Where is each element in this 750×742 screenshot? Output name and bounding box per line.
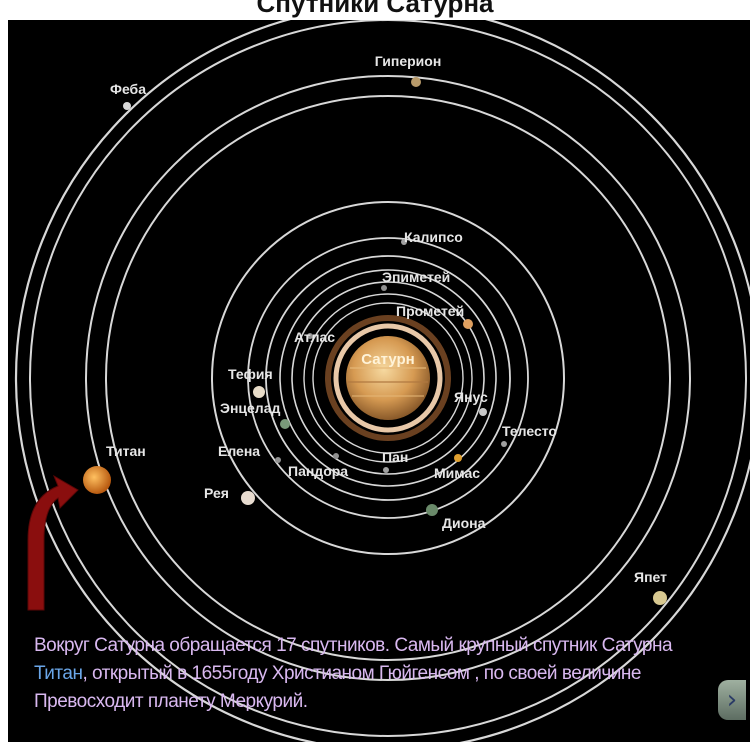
label-reya: Рея — [204, 485, 229, 501]
saturn-ring-inner — [333, 323, 443, 433]
orbit-diagram-stage: Сатурн Гиперион Феба Кал — [8, 20, 750, 742]
moon-telesto — [501, 441, 507, 447]
moon-yapet — [653, 591, 667, 605]
orbit-feba — [29, 20, 747, 737]
orbit-diagram: Сатурн Гиперион Феба Кал — [15, 20, 750, 742]
moon-titan — [83, 466, 111, 494]
label-yapet: Япет — [634, 569, 667, 585]
label-giperion: Гиперион — [375, 53, 442, 69]
titan-arrow — [27, 474, 79, 611]
label-entselad: Энцелад — [220, 400, 280, 416]
saturn-planet — [346, 336, 430, 420]
label-pandora: Пандора — [288, 463, 348, 479]
moon-tefiya — [253, 386, 265, 398]
orbit-titan — [105, 95, 671, 661]
moon-entselad — [280, 419, 290, 429]
orbit-lines — [15, 20, 750, 742]
moon-kalipso — [401, 239, 407, 245]
orbit-mimas — [291, 281, 485, 475]
orbit-tefiya — [265, 255, 511, 501]
page-title: Спутники Сатурна — [256, 0, 494, 18]
caption-text: Вокруг Сатурна обращается 17 спутников. … — [34, 632, 724, 716]
next-slide-button[interactable]: › — [718, 680, 746, 720]
label-prometei: Прометей — [396, 303, 464, 319]
saturn: Сатурн — [325, 315, 451, 441]
label-kalipso: Калипсо — [404, 229, 463, 245]
moon-elena — [275, 457, 281, 463]
moon-reya — [241, 491, 255, 505]
label-feba: Феба — [110, 81, 146, 97]
label-yanus: Янус — [454, 389, 488, 405]
label-diona: Диона — [442, 515, 486, 531]
label-pan: Пан — [382, 449, 408, 465]
label-atlas: Атлас — [294, 329, 335, 345]
orbit-diona — [247, 237, 529, 519]
moon-diona — [426, 504, 438, 516]
label-elena: Елена — [218, 443, 260, 459]
orbit-giperion — [85, 75, 691, 681]
moon-yanus — [479, 408, 487, 416]
caption-part2: , открытый в 1655году Христианом Гюйгенс… — [34, 663, 641, 712]
caption-highlight: Титан — [34, 663, 83, 684]
moon-prometei — [463, 319, 473, 329]
caption-part1: Вокруг Сатурна обращается 17 спутников. … — [34, 635, 673, 656]
orbit-entselad — [279, 269, 497, 487]
moon-labels: Гиперион Феба Калипсо Эпиметей Прометей … — [106, 53, 667, 585]
title-strip: Спутники Сатурна — [0, 0, 750, 20]
moon-pan — [383, 467, 389, 473]
moon-mimas — [454, 454, 462, 462]
orbit-yanus — [303, 293, 473, 463]
saturn-label: Сатурн — [361, 351, 414, 368]
orbit-prometei — [312, 302, 464, 454]
label-titan: Титан — [106, 443, 146, 459]
label-epimetei: Эпиметей — [382, 269, 450, 285]
label-mimas: Мимас — [434, 465, 480, 481]
orbit-yapet — [15, 20, 750, 742]
saturn-ring-outer — [325, 315, 451, 441]
moon-atlas — [307, 333, 313, 339]
moons — [83, 77, 667, 605]
moon-giperion — [411, 77, 421, 87]
arrow-shape — [27, 474, 79, 611]
moon-feba — [123, 102, 131, 110]
moon-pandora — [333, 453, 339, 459]
moon-epimetei — [381, 285, 387, 291]
label-telesto: Телесто — [502, 423, 557, 439]
label-tefiya: Тефия — [228, 366, 273, 382]
orbit-reya — [211, 201, 565, 555]
